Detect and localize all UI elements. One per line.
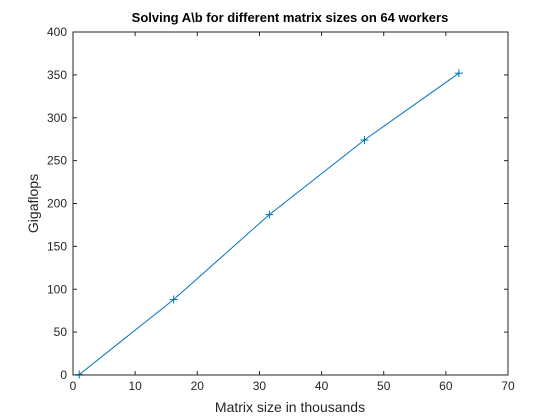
y-tick-label: 0 <box>60 368 67 382</box>
plot-frame <box>72 31 509 376</box>
chart-title: Solving A\b for different matrix sizes o… <box>132 10 449 25</box>
y-tick-label: 200 <box>47 197 67 211</box>
x-tick-label: 40 <box>315 379 329 393</box>
data-point-marker <box>454 69 463 78</box>
plot-background <box>73 32 508 375</box>
x-tick-label: 10 <box>128 379 142 393</box>
data-point-marker <box>169 295 178 304</box>
ticks: 0 10 20 30 40 50 60 70 0 50 100 150 200 250 300 350 400 <box>47 25 515 393</box>
x-axis-label: Matrix size in thousands <box>215 399 365 415</box>
x-tick-label: 70 <box>501 379 515 393</box>
data-point-marker <box>360 136 369 145</box>
x-tick-label: 0 <box>70 379 77 393</box>
y-tick-label: 50 <box>54 325 68 339</box>
y-axis-label: Gigaflops <box>25 174 41 233</box>
x-tick-label: 50 <box>377 379 391 393</box>
x-tick-label: 60 <box>439 379 453 393</box>
y-tick-label: 150 <box>47 239 67 253</box>
y-tick-label: 250 <box>47 154 67 168</box>
x-tick-label: 30 <box>253 379 267 393</box>
data-point-marker <box>265 210 274 219</box>
y-tick-label: 100 <box>47 282 67 296</box>
y-tick-label: 350 <box>47 68 67 82</box>
x-tick-label: 20 <box>191 379 205 393</box>
y-tick-label: 300 <box>47 111 67 125</box>
y-tick-label: 400 <box>47 25 67 39</box>
